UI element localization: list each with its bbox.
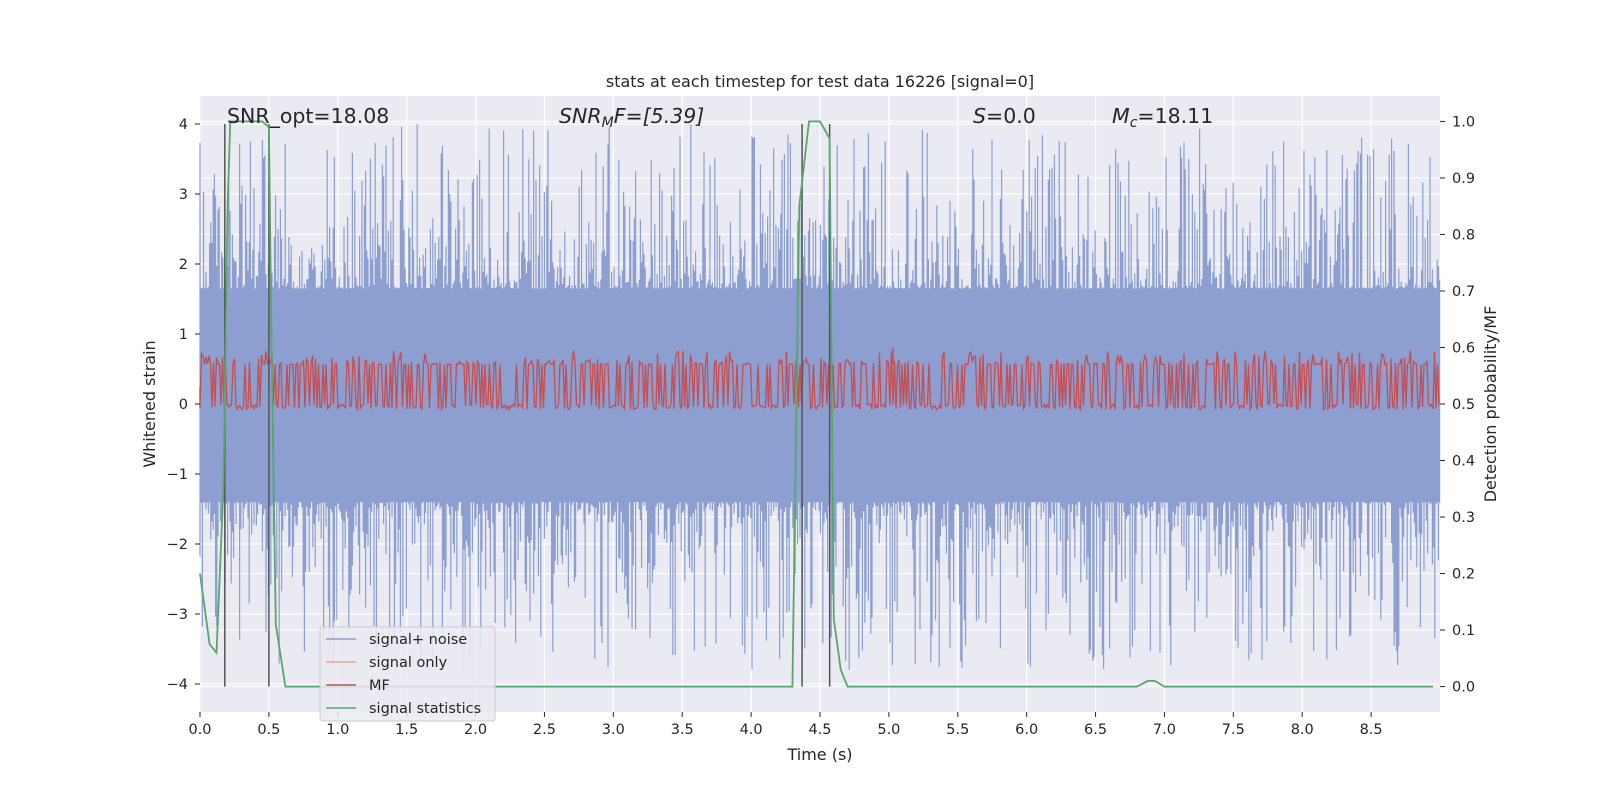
left-axis-title: Whitened strain <box>140 340 159 467</box>
mf-series <box>199 347 1440 412</box>
right-y-tick-label: 0.5 <box>1452 397 1475 413</box>
x-tick-label: 4.5 <box>808 722 831 738</box>
x-tick-label: 1.5 <box>395 722 418 738</box>
left-y-tick-label: −2 <box>167 537 188 553</box>
x-tick-label: 1.0 <box>326 722 349 738</box>
left-y-tick-label: 3 <box>179 187 188 203</box>
left-y-tick-label: 0 <box>179 397 188 413</box>
right-y-tick-label: 0.8 <box>1452 227 1475 243</box>
right-y-tick-label: 0.9 <box>1452 171 1475 187</box>
x-tick-label: 8.0 <box>1291 722 1314 738</box>
x-tick-label: 2.0 <box>464 722 487 738</box>
x-tick-label: 0.5 <box>257 722 280 738</box>
left-y-tick-label: 1 <box>179 327 188 343</box>
right-y-tick-label: 0.4 <box>1452 454 1475 470</box>
right-y-tick-label: 0.3 <box>1452 510 1475 526</box>
x-tick-label: 8.5 <box>1360 722 1383 738</box>
right-axis-ticks: 0.0 0.1 0.2 0.3 0.4 0.5 0.6 0.7 0.8 0.9 1.0 <box>1440 114 1475 696</box>
mc-subscript: c <box>1130 115 1138 131</box>
snr-opt-annotation: SNR_opt=18.08 <box>227 104 389 129</box>
x-axis-title: Time (s) <box>786 745 852 764</box>
left-y-tick-label: −4 <box>167 677 188 693</box>
left-y-tick-label: −1 <box>167 467 188 483</box>
left-axis-ticks: −4 −3 −2 −1 0 1 2 3 4 <box>167 117 200 693</box>
left-y-tick-label: 4 <box>179 117 188 133</box>
legend-label-signal-only: signal only <box>369 655 448 671</box>
right-y-tick-label: 0.0 <box>1452 680 1475 696</box>
x-tick-label: 0.0 <box>188 722 211 738</box>
right-y-tick-label: 0.6 <box>1452 340 1475 356</box>
mc-annotation: Mc=18.11 <box>1112 104 1213 131</box>
signal-statistics-line <box>199 120 1434 688</box>
right-y-tick-label: 0.7 <box>1452 284 1475 300</box>
snr-mf-subscript: M <box>602 115 614 131</box>
mc-variable: M <box>1112 104 1130 128</box>
left-y-tick-label: −3 <box>167 607 188 623</box>
legend-label-mf: MF <box>369 678 390 694</box>
legend-label-signal-noise: signal+ noise <box>369 632 467 648</box>
x-tick-label: 7.0 <box>1153 722 1176 738</box>
snr-mf-variable: SNR <box>559 104 602 128</box>
x-axis-ticks: 0.0 0.5 1.0 1.5 2.0 2.5 3.0 3.5 4.0 4.5 5.0 5.5 6.0 6… <box>188 712 1383 738</box>
legend: signal+ noise signal only MF signal stat… <box>319 626 496 722</box>
x-tick-label: 3.5 <box>671 722 694 738</box>
legend-label-signal-statistics: signal statistics <box>369 701 481 717</box>
x-tick-label: 6.5 <box>1084 722 1107 738</box>
snr-mf-value: F=[5.39] <box>614 104 705 128</box>
x-tick-label: 6.0 <box>1015 722 1038 738</box>
x-tick-label: 5.0 <box>877 722 900 738</box>
legend-frame <box>319 626 496 722</box>
mc-value: =18.11 <box>1137 104 1213 128</box>
x-tick-label: 7.5 <box>1222 722 1245 738</box>
right-y-tick-label: 1.0 <box>1452 114 1475 130</box>
x-tick-label: 4.0 <box>740 722 763 738</box>
mf-line <box>199 347 1440 412</box>
x-tick-label: 5.5 <box>946 722 969 738</box>
left-y-tick-label: 2 <box>179 257 188 273</box>
x-tick-label: 2.5 <box>533 722 556 738</box>
s-annotation: S=0.0 <box>973 104 1036 128</box>
snr-mf-annotation: SNRMF=[5.39] <box>559 104 704 131</box>
right-axis-title: Detection probability/MF <box>1481 306 1500 503</box>
chart-title: stats at each timestep for test data 162… <box>606 72 1034 91</box>
right-y-tick-label: 0.2 <box>1452 567 1475 583</box>
right-y-tick-label: 0.1 <box>1452 623 1475 639</box>
s-value: =0.0 <box>986 104 1036 128</box>
s-variable: S <box>973 104 986 128</box>
signal-statistics-series <box>199 120 1434 688</box>
x-tick-label: 3.0 <box>602 722 625 738</box>
